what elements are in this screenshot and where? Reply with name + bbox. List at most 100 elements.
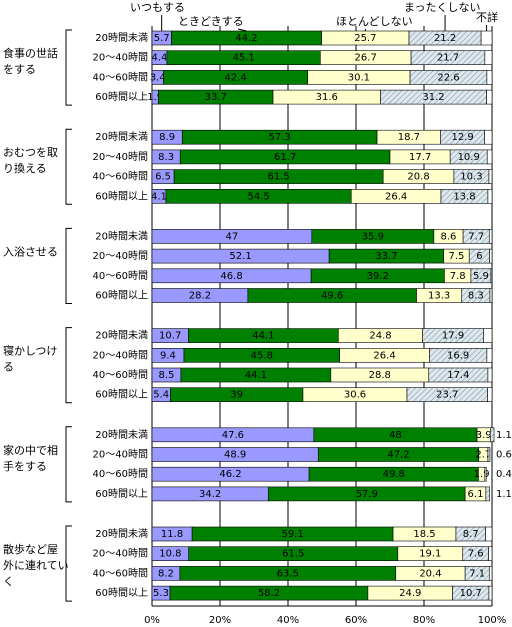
category-label: 60時間以上 [95, 488, 148, 500]
bar-segment [485, 526, 493, 542]
bar-segment [489, 248, 493, 264]
value-label: 1.9 [474, 469, 490, 480]
x-tick-label: 40% [277, 615, 299, 626]
category-label: 60時間以上 [95, 587, 148, 599]
legend-label: ほとんどしない [336, 15, 413, 28]
value-label: 49.8 [383, 469, 405, 480]
value-label: 20.4 [419, 568, 441, 579]
value-label: 8.3 [158, 152, 174, 163]
value-label: 24.9 [399, 588, 421, 599]
bar-segment [486, 89, 493, 105]
bar-segment [485, 486, 490, 502]
bar-segment [486, 347, 493, 363]
bar-segment [484, 50, 493, 66]
value-label: 31.2 [422, 92, 444, 103]
category-label: 20時間未満 [95, 528, 148, 540]
value-label: 4.4 [152, 53, 168, 64]
value-label: 7.1 [469, 568, 485, 579]
value-label: 21.2 [434, 33, 456, 44]
value-label: 44.1 [245, 370, 267, 381]
group-label: 家の中で相 [3, 443, 58, 457]
value-label: 61.5 [282, 549, 304, 560]
value-label: 18.5 [413, 529, 435, 540]
group-label: 食事の世話 [3, 46, 58, 60]
value-label: 26.4 [385, 191, 407, 202]
value-label: 57.9 [356, 489, 378, 500]
value-label: 47 [226, 231, 239, 242]
bar-segment [487, 387, 493, 403]
value-label: 28.8 [369, 370, 391, 381]
x-tick-label: 60% [345, 615, 367, 626]
category-label: 20～40時間 [93, 52, 148, 64]
x-tick-label: 20% [209, 615, 231, 626]
bar-segment [484, 129, 493, 145]
bar-segment [487, 189, 493, 204]
value-label: 47.6 [222, 430, 244, 441]
value-label: 5.7 [154, 33, 170, 44]
value-label: 31.6 [316, 92, 338, 103]
group-label: 寝かしつけ [3, 344, 57, 358]
category-label: 20時間未満 [95, 32, 148, 44]
value-label: 58.2 [258, 588, 280, 599]
category-label: 20時間未満 [95, 330, 148, 342]
value-label: 8.7 [463, 529, 479, 540]
group-label: り換える [3, 162, 47, 175]
bar-segment [483, 328, 493, 343]
value-label: 35.9 [362, 231, 384, 242]
category-label: 20～40時間 [93, 349, 148, 361]
category-label: 20時間未満 [95, 429, 148, 441]
value-label: 7.8 [450, 271, 466, 282]
value-label: 34.2 [199, 489, 221, 500]
category-label: 20～40時間 [93, 151, 148, 163]
value-label: 1.9 [147, 92, 163, 103]
value-label: 9.4 [160, 350, 176, 361]
category-label: 40～60時間 [93, 567, 148, 579]
value-label: 6.1 [468, 489, 484, 500]
value-label: 5.3 [153, 588, 169, 599]
bar-segment [484, 466, 487, 482]
group-label: 外に連れてい [3, 558, 69, 572]
value-label: 33.7 [205, 92, 227, 103]
value-label: 39 [230, 390, 243, 401]
value-label: 19.1 [419, 549, 441, 560]
value-label: 25.7 [354, 33, 376, 44]
value-label: 3.9 [476, 430, 492, 441]
group-bracket [65, 128, 72, 205]
value-label: 10.3 [460, 172, 482, 183]
category-label: 40～60時間 [93, 369, 148, 381]
value-label: 8.5 [158, 370, 174, 381]
bar-segment [487, 367, 493, 383]
legend-label: いつもする [130, 1, 185, 14]
category-label: 20時間未満 [95, 230, 148, 242]
group-label: く [3, 575, 14, 588]
bar-segment [488, 229, 493, 244]
value-label: 8.9 [159, 132, 175, 143]
bar-segment [489, 427, 495, 443]
value-label: 10.9 [458, 152, 480, 163]
value-label: 26.4 [373, 350, 395, 361]
value-label: 63.5 [277, 568, 299, 579]
category-label: 20時間未満 [95, 131, 148, 143]
value-label: 28.2 [189, 291, 211, 302]
group-bracket [65, 327, 72, 404]
value-label: 7.6 [468, 549, 484, 560]
category-label: 20～40時間 [93, 250, 148, 262]
category-label: 20～40時間 [93, 449, 148, 461]
bar-segment [488, 585, 493, 601]
value-label: 33.7 [375, 251, 397, 262]
category-label: 40～60時間 [93, 71, 148, 83]
category-label: 40～60時間 [93, 270, 148, 282]
value-label: 0.4 [496, 469, 512, 480]
value-label: 18.7 [398, 132, 420, 143]
group-label: る [3, 361, 14, 374]
category-label: 40～60時間 [93, 468, 148, 480]
category-label: 60時間以上 [95, 290, 148, 302]
value-label: 48 [389, 430, 402, 441]
value-label: 45.8 [251, 350, 273, 361]
value-label: 47.2 [387, 450, 409, 461]
value-label: 22.6 [437, 72, 459, 83]
category-label: 60時間以上 [95, 389, 148, 401]
value-label: 30.6 [344, 390, 366, 401]
bar-segment [486, 70, 493, 85]
